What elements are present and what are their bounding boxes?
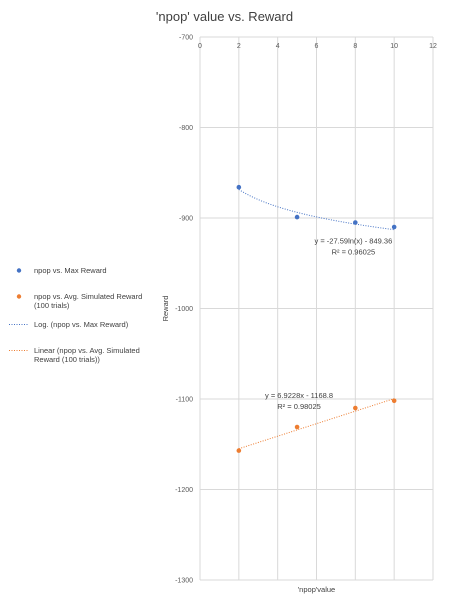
data-point xyxy=(391,398,397,404)
y-tick-label: -1100 xyxy=(176,397,193,404)
legend-label: npop vs. Max Reward xyxy=(34,266,107,275)
y-tick-label: -900 xyxy=(179,216,193,223)
y-tick-label: -1000 xyxy=(175,306,193,313)
data-point xyxy=(353,220,358,225)
data-point xyxy=(294,214,300,220)
x-axis-title: 'npop'value xyxy=(298,585,335,594)
data-point xyxy=(236,448,242,453)
data-point xyxy=(391,224,397,230)
y-tick-label: -800 xyxy=(179,125,193,132)
x-tick-label: 10 xyxy=(390,43,398,50)
legend-marker-max-reward xyxy=(16,268,22,273)
trendline-equation-avg: y = 6.9228x - 1168.8 xyxy=(265,391,333,400)
x-tick-label: 6 xyxy=(315,43,319,50)
legend-marker-log-trend xyxy=(9,324,29,325)
data-points xyxy=(236,184,397,453)
trendline-r2-max: R² = 0.96025 xyxy=(332,247,376,256)
data-point xyxy=(294,424,300,430)
chart-title: 'npop' value vs. Reward xyxy=(155,9,294,24)
x-tick-label: 4 xyxy=(276,43,280,50)
legend-marker-linear-trend xyxy=(9,350,29,351)
y-tick-label: -700 xyxy=(179,35,193,42)
legend-label: Linear (npop vs. Avg. Simulated Reward (… xyxy=(34,346,140,364)
x-tick-labels: 0 2 4 6 8 10 12 xyxy=(198,43,437,50)
y-tick-label: -1200 xyxy=(175,487,193,494)
x-tick-label: 12 xyxy=(429,43,437,50)
data-point xyxy=(236,184,242,190)
trendline-log xyxy=(238,189,395,231)
legend-marker-avg-reward xyxy=(16,294,22,299)
grid-lines xyxy=(199,36,434,581)
trendline-r2-avg: R² = 0.98025 xyxy=(277,402,321,411)
y-tick-labels: -700 -800 -900 -1000 -1100 -1200 -1300 xyxy=(175,35,193,585)
x-tick-label: 8 xyxy=(353,43,357,50)
x-tick-label: 0 xyxy=(198,43,202,50)
trendline-equation-max: y = -27.59ln(x) - 849.36 xyxy=(315,236,393,245)
trendlines xyxy=(238,189,395,450)
legend-label: npop vs. Avg. Simulated Reward (100 tria… xyxy=(34,292,143,310)
y-axis-title: Reward xyxy=(161,296,170,322)
legend-label: Log. (npop vs. Max Reward) xyxy=(34,320,129,329)
y-tick-label: -1300 xyxy=(175,578,193,585)
x-tick-label: 2 xyxy=(237,43,241,50)
data-point xyxy=(353,405,358,411)
